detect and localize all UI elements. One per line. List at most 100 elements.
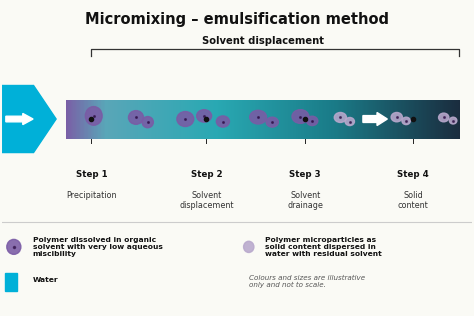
Bar [164, 100, 165, 138]
Bar [92, 100, 93, 138]
Bar [82, 100, 84, 138]
Bar [351, 100, 352, 138]
Bar [311, 100, 313, 138]
Ellipse shape [197, 110, 211, 122]
Bar [72, 100, 73, 138]
Bar [179, 100, 180, 138]
Bar [350, 100, 351, 138]
Bar [394, 100, 396, 138]
Bar [334, 100, 335, 138]
Bar [223, 100, 225, 138]
Text: Step 4: Step 4 [397, 170, 429, 179]
Bar [71, 100, 72, 138]
Bar [289, 100, 291, 138]
Ellipse shape [292, 110, 309, 123]
Text: Micromixing – emulsification method: Micromixing – emulsification method [85, 12, 389, 27]
Ellipse shape [266, 117, 278, 127]
Bar [256, 100, 257, 138]
Bar [297, 100, 298, 138]
Bar [374, 100, 376, 138]
Bar [89, 100, 91, 138]
Bar [75, 100, 76, 138]
Bar [345, 100, 346, 138]
Bar [131, 100, 133, 138]
Bar [267, 100, 268, 138]
Bar [254, 100, 255, 138]
Text: Water: Water [33, 277, 58, 283]
Text: Step 3: Step 3 [289, 170, 321, 179]
Bar [379, 100, 380, 138]
Bar [87, 100, 88, 138]
Bar [218, 100, 219, 138]
Bar [155, 100, 156, 138]
Bar [362, 100, 363, 138]
Bar [208, 100, 209, 138]
Bar [219, 100, 221, 138]
Ellipse shape [402, 117, 410, 125]
Bar [228, 100, 230, 138]
Bar [439, 100, 440, 138]
Bar [434, 100, 435, 138]
Bar [134, 100, 135, 138]
Bar [97, 100, 99, 138]
Bar [122, 100, 123, 138]
Bar [338, 100, 339, 138]
Bar [411, 100, 413, 138]
Bar [93, 100, 94, 138]
Bar [294, 100, 296, 138]
Bar [199, 100, 200, 138]
Bar [235, 100, 237, 138]
Bar [100, 100, 101, 138]
Bar [108, 100, 109, 138]
Bar [342, 100, 343, 138]
FancyArrow shape [6, 113, 33, 125]
Bar [392, 100, 393, 138]
Ellipse shape [7, 240, 21, 254]
Bar [160, 100, 162, 138]
Bar [176, 100, 177, 138]
Bar [167, 100, 168, 138]
Bar [137, 100, 138, 138]
Bar [280, 100, 281, 138]
Bar [397, 100, 398, 138]
Bar [333, 100, 334, 138]
Bar [240, 100, 242, 138]
Bar [413, 100, 414, 138]
Bar [211, 100, 213, 138]
Bar [102, 100, 104, 138]
Bar [271, 100, 272, 138]
Bar [187, 100, 188, 138]
Bar [130, 100, 131, 138]
Bar [245, 100, 246, 138]
Bar [316, 100, 317, 138]
Ellipse shape [85, 106, 102, 125]
Bar [343, 100, 345, 138]
Bar [454, 100, 455, 138]
Bar [331, 100, 333, 138]
Bar [422, 100, 423, 138]
Bar [291, 100, 292, 138]
Bar [225, 100, 226, 138]
Bar [448, 100, 450, 138]
Bar [257, 100, 259, 138]
Bar [226, 100, 228, 138]
Bar [396, 100, 397, 138]
Text: Polymer dissolved in organic
solvent with very low aqueous
miscibility: Polymer dissolved in organic solvent wit… [33, 237, 163, 257]
Bar [459, 100, 460, 138]
Bar [352, 100, 354, 138]
Bar [260, 100, 262, 138]
Bar [154, 100, 155, 138]
Bar [116, 100, 117, 138]
Bar [162, 100, 163, 138]
Bar [123, 100, 125, 138]
Bar [450, 100, 451, 138]
Bar [150, 100, 151, 138]
Bar [335, 100, 337, 138]
Bar [140, 100, 142, 138]
Bar [99, 100, 100, 138]
Bar [456, 100, 457, 138]
Bar [383, 100, 384, 138]
Bar [433, 100, 434, 138]
Bar [340, 100, 342, 138]
Bar [452, 100, 454, 138]
